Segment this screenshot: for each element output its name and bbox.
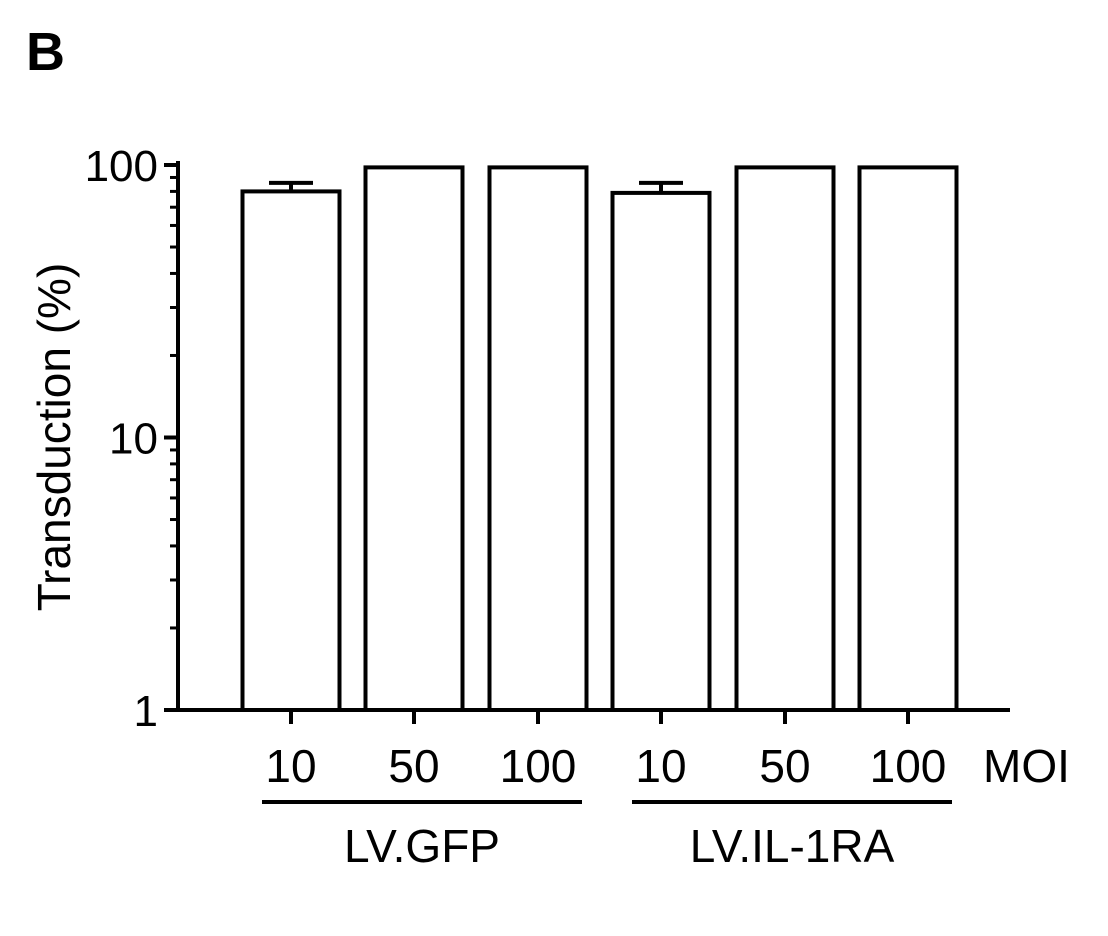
y-tick-label: 1 [134,687,158,736]
bar [240,189,342,713]
bar [610,190,712,713]
bar [857,165,959,713]
axes [164,161,1010,804]
group-label: LV.IL-1RA [690,820,895,872]
panel-label: B [26,22,65,82]
group-label: LV.GFP [344,820,500,872]
y-tick-label: 100 [85,142,158,191]
y-axis-title: Transduction (%) [28,263,80,612]
bars [240,165,959,713]
x-tick-label: 50 [388,740,439,792]
bar [487,165,589,713]
moi-label: MOI [983,740,1070,792]
y-tick-label: 10 [109,415,158,464]
x-tick-label: 10 [265,740,316,792]
x-tick-label: 100 [870,740,947,792]
x-tick-label: 10 [635,740,686,792]
bar [734,165,836,713]
x-tick-label: 100 [500,740,577,792]
bar [363,165,465,713]
x-tick-label: 50 [759,740,810,792]
